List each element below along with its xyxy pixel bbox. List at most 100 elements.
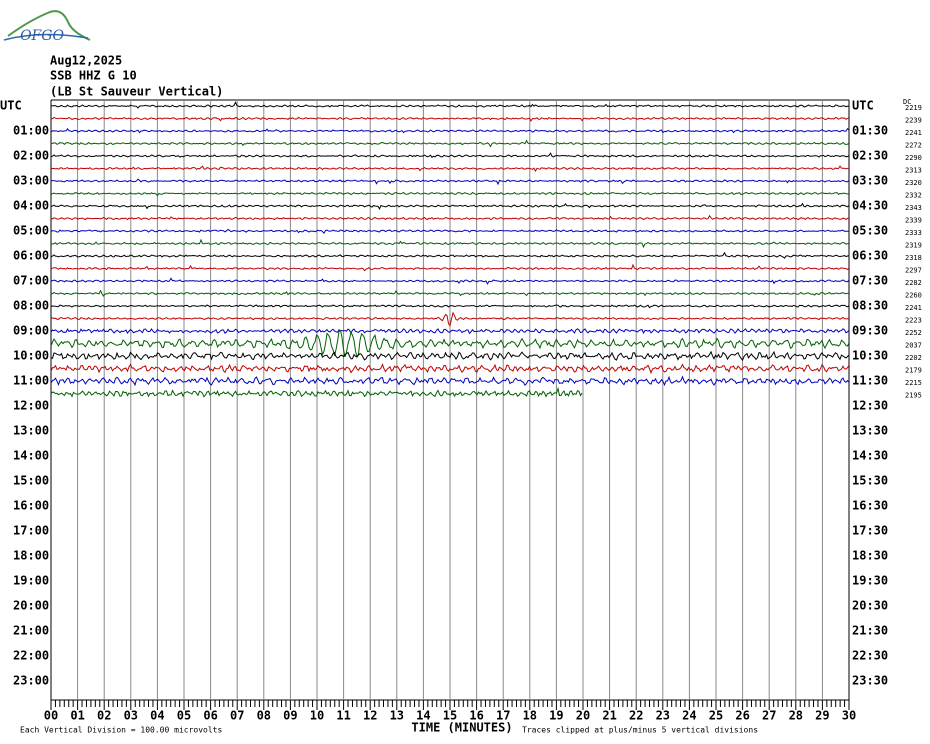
row-label-right: 15:30 — [852, 474, 888, 488]
row-label-right: 16:30 — [852, 499, 888, 513]
x-tick-label: 03 — [124, 709, 138, 723]
row-label-left: 20:00 — [13, 599, 49, 613]
row-label-right: 22:30 — [852, 649, 888, 663]
trace — [50, 277, 850, 285]
x-tick-label: 14 — [416, 709, 430, 723]
trace — [50, 375, 850, 387]
row-label-right: UTC — [852, 99, 874, 113]
x-tick-label: 01 — [70, 709, 84, 723]
trace — [50, 152, 850, 159]
row-label-left: 11:00 — [13, 374, 49, 388]
dc-value: 2318 — [905, 254, 922, 262]
trace — [50, 304, 850, 309]
x-tick-label: 07 — [230, 709, 244, 723]
row-label-right: 23:30 — [852, 674, 888, 688]
row-label-left: 07:00 — [13, 274, 49, 288]
x-tick-label: 24 — [682, 709, 696, 723]
trace — [50, 178, 850, 186]
row-label-right: 02:30 — [852, 149, 888, 163]
row-label-left: 03:00 — [13, 174, 49, 188]
trace — [51, 139, 850, 148]
dc-value: 2319 — [905, 242, 922, 250]
trace — [50, 363, 850, 375]
dc-value: 2215 — [905, 379, 922, 387]
dc-value: 2313 — [905, 167, 922, 175]
trace — [50, 202, 850, 211]
row-label-right: 14:30 — [852, 449, 888, 463]
dc-value: 2320 — [905, 179, 922, 187]
dc-value: 2339 — [905, 217, 922, 225]
dc-value: 2290 — [905, 154, 922, 162]
row-label-left: 12:00 — [13, 399, 49, 413]
x-tick-label: 23 — [656, 709, 670, 723]
dc-value: 2272 — [905, 142, 922, 150]
row-label-right: 03:30 — [852, 174, 888, 188]
row-label-left: 13:00 — [13, 424, 49, 438]
row-label-right: 21:30 — [852, 624, 888, 638]
row-label-left: 08:00 — [13, 299, 49, 313]
row-label-left: 18:00 — [13, 549, 49, 563]
row-label-right: 06:30 — [852, 249, 888, 263]
dc-value: 2195 — [905, 392, 922, 400]
row-label-right: 09:30 — [852, 324, 888, 338]
logo: OFGO — [3, 10, 91, 44]
x-tick-label: 15 — [443, 709, 457, 723]
row-label-right: 05:30 — [852, 224, 888, 238]
row-label-left: 05:00 — [13, 224, 49, 238]
x-tick-label: 19 — [549, 709, 563, 723]
dc-value: 2037 — [905, 342, 922, 350]
x-tick-label: 29 — [815, 709, 829, 723]
trace — [50, 311, 850, 327]
trace — [50, 251, 850, 259]
x-tick-label: 10 — [310, 709, 324, 723]
row-label-right: 11:30 — [852, 374, 888, 388]
x-tick-label: 18 — [523, 709, 537, 723]
trace — [50, 165, 850, 173]
row-label-left: 22:00 — [13, 649, 49, 663]
dc-value: 2219 — [905, 104, 922, 112]
x-tick-label: 02 — [97, 709, 111, 723]
x-tick-label: 17 — [496, 709, 510, 723]
trace — [51, 289, 850, 297]
row-label-right: 17:30 — [852, 524, 888, 538]
trace — [50, 263, 850, 272]
clip-note: Traces clipped at plus/minus 5 vertical … — [522, 726, 758, 735]
trace — [50, 191, 850, 197]
dc-value: 2252 — [905, 329, 922, 337]
date: Aug12,2025 — [50, 54, 122, 68]
dc-header: DC — [903, 98, 911, 106]
x-tick-label: 06 — [203, 709, 217, 723]
dc-value: 2260 — [905, 292, 922, 300]
row-label-left: 23:00 — [13, 674, 49, 688]
x-tick-label: 21 — [602, 709, 616, 723]
trace — [50, 101, 850, 109]
trace — [50, 228, 850, 235]
x-tick-label: 12 — [363, 709, 377, 723]
row-label-left: 17:00 — [13, 524, 49, 538]
row-label-right: 12:30 — [852, 399, 888, 413]
logo-text: OFGO — [20, 28, 64, 44]
station: SSB HHZ G 10 — [50, 69, 137, 83]
x-tick-label: 04 — [150, 709, 164, 723]
x-tick-label: 27 — [762, 709, 776, 723]
dc-value: 2343 — [905, 204, 922, 212]
row-label-right: 01:30 — [852, 124, 888, 138]
x-tick-label: 11 — [336, 709, 350, 723]
trace — [50, 116, 850, 122]
row-label-left: 01:00 — [13, 124, 49, 138]
dc-value: 2332 — [905, 192, 922, 200]
x-axis-title: TIME (MINUTES) — [411, 721, 512, 735]
row-label-left: 10:00 — [13, 349, 49, 363]
x-tick-label: 25 — [709, 709, 723, 723]
x-tick-label: 28 — [789, 709, 803, 723]
x-tick-label: 00 — [44, 709, 58, 723]
dc-value: 2179 — [905, 367, 922, 375]
row-label-left: 04:00 — [13, 199, 49, 213]
x-tick-label: 05 — [177, 709, 191, 723]
row-label-right: 13:30 — [852, 424, 888, 438]
row-label-left: 16:00 — [13, 499, 49, 513]
dc-value: 2223 — [905, 317, 922, 325]
description: (LB St Sauveur Vertical) — [50, 85, 223, 99]
